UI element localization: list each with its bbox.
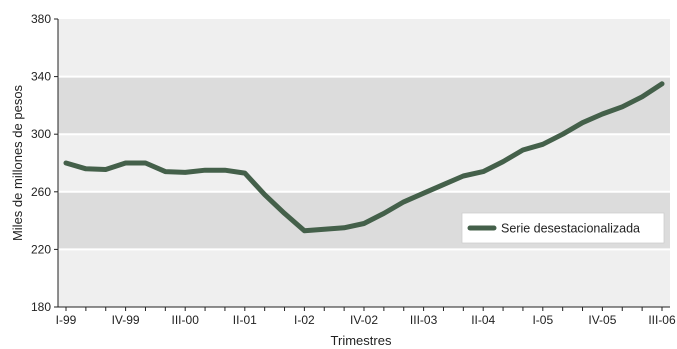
y-axis-title: Miles de millones de pesos <box>10 84 25 241</box>
data-point <box>143 161 147 165</box>
y-tick-label: 380 <box>31 12 51 26</box>
data-point <box>581 121 585 125</box>
data-point <box>362 221 366 225</box>
data-point <box>402 200 406 204</box>
data-point <box>64 161 68 165</box>
data-point <box>422 191 426 195</box>
legend-label: Serie desestacionalizada <box>501 222 640 236</box>
y-tick-label: 180 <box>31 300 51 314</box>
x-tick-label: I-99 <box>56 313 77 327</box>
data-point <box>382 211 386 215</box>
data-point <box>322 227 326 231</box>
data-point <box>342 226 346 230</box>
y-axis-ticks: 180 220 260 300 340 380 <box>31 12 58 314</box>
data-point <box>283 211 287 215</box>
data-point <box>263 193 267 197</box>
data-point <box>84 167 88 171</box>
x-tick-label: I-05 <box>532 313 553 327</box>
gridlines <box>58 75 670 251</box>
data-point <box>243 171 247 175</box>
band <box>58 249 670 307</box>
data-point <box>640 95 644 99</box>
data-point <box>461 174 465 178</box>
x-axis-title: Trimestres <box>331 333 392 348</box>
x-tick-label: IV-99 <box>112 313 140 327</box>
data-point <box>223 168 227 172</box>
data-point <box>203 168 207 172</box>
data-point <box>104 167 108 171</box>
data-point <box>124 161 128 165</box>
y-tick-label: 300 <box>31 127 51 141</box>
x-tick-label: I-02 <box>294 313 315 327</box>
data-point <box>620 105 624 109</box>
data-point <box>521 148 525 152</box>
x-tick-label: III-00 <box>172 313 200 327</box>
x-axis-ticks: I-99 IV-99 III-00 II-01 I-02 IV-02 III-03 II-04… <box>56 307 676 327</box>
band <box>58 76 670 135</box>
legend: Serie desestacionalizada <box>461 212 665 244</box>
data-point <box>163 170 167 174</box>
data-point <box>561 132 565 136</box>
data-point <box>183 170 187 174</box>
x-tick-label: IV-02 <box>350 313 378 327</box>
series-points <box>64 82 664 233</box>
x-tick-label: III-03 <box>410 313 438 327</box>
data-point <box>481 170 485 174</box>
y-tick-label: 260 <box>31 185 51 199</box>
x-tick-label: II-04 <box>471 313 495 327</box>
data-point <box>501 160 505 164</box>
x-tick-label: III-06 <box>648 313 676 327</box>
band <box>58 134 670 192</box>
x-tick-label: IV-05 <box>588 313 616 327</box>
data-point <box>302 229 306 233</box>
data-point <box>541 142 545 146</box>
data-point <box>600 112 604 116</box>
band <box>58 19 670 77</box>
data-point <box>660 82 664 86</box>
x-tick-label: II-01 <box>233 313 257 327</box>
y-tick-label: 220 <box>31 242 51 256</box>
data-point <box>441 183 445 187</box>
y-tick-label: 340 <box>31 70 51 84</box>
